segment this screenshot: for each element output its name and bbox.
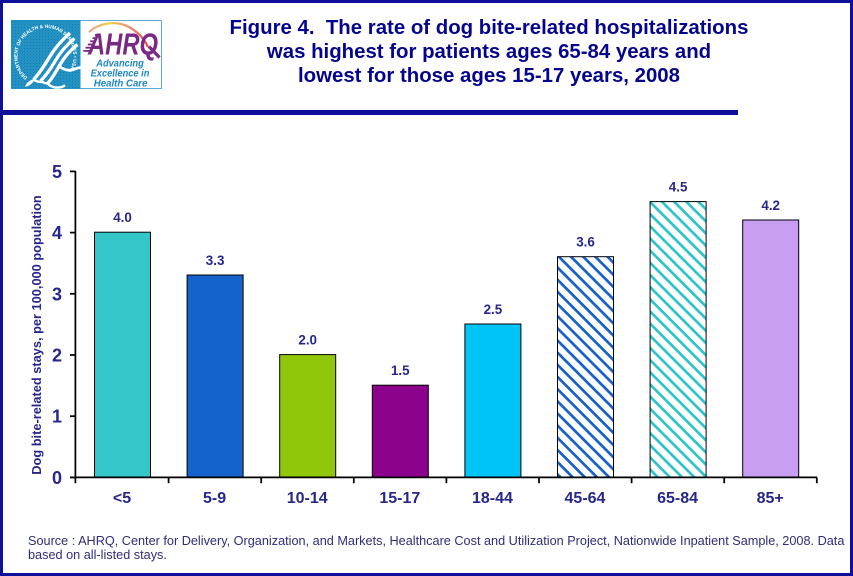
- svg-text:Advancing: Advancing: [95, 59, 144, 70]
- svg-text:5: 5: [52, 162, 62, 182]
- svg-text:45-64: 45-64: [565, 490, 606, 507]
- svg-text:Dog bite-related stays, per 10: Dog bite-related stays, per 100,000 popu…: [29, 195, 44, 475]
- svg-text:3: 3: [52, 284, 62, 304]
- svg-text:4.5: 4.5: [669, 180, 688, 195]
- svg-text:3.6: 3.6: [576, 235, 595, 250]
- svg-text:4.0: 4.0: [113, 210, 132, 225]
- svg-text:AHRQ: AHRQ: [87, 26, 158, 61]
- svg-text:85+: 85+: [757, 490, 784, 507]
- svg-text:1: 1: [52, 407, 62, 427]
- svg-text:1.5: 1.5: [391, 363, 410, 378]
- svg-text:Health Care: Health Care: [94, 79, 148, 90]
- svg-text:2.0: 2.0: [298, 333, 317, 348]
- svg-text:10-14: 10-14: [287, 490, 328, 507]
- svg-text:4.2: 4.2: [761, 198, 780, 213]
- svg-text:<5: <5: [113, 490, 131, 507]
- svg-text:2.5: 2.5: [484, 302, 503, 317]
- svg-text:15-17: 15-17: [379, 490, 420, 507]
- svg-text:2: 2: [52, 346, 62, 366]
- svg-text:4: 4: [52, 223, 62, 243]
- svg-text:Excellence in: Excellence in: [91, 69, 150, 80]
- svg-text:18-44: 18-44: [472, 490, 513, 507]
- svg-text:5-9: 5-9: [203, 490, 226, 507]
- svg-text:3.3: 3.3: [206, 253, 225, 268]
- svg-text:0: 0: [52, 468, 62, 488]
- svg-text:65-84: 65-84: [657, 490, 698, 507]
